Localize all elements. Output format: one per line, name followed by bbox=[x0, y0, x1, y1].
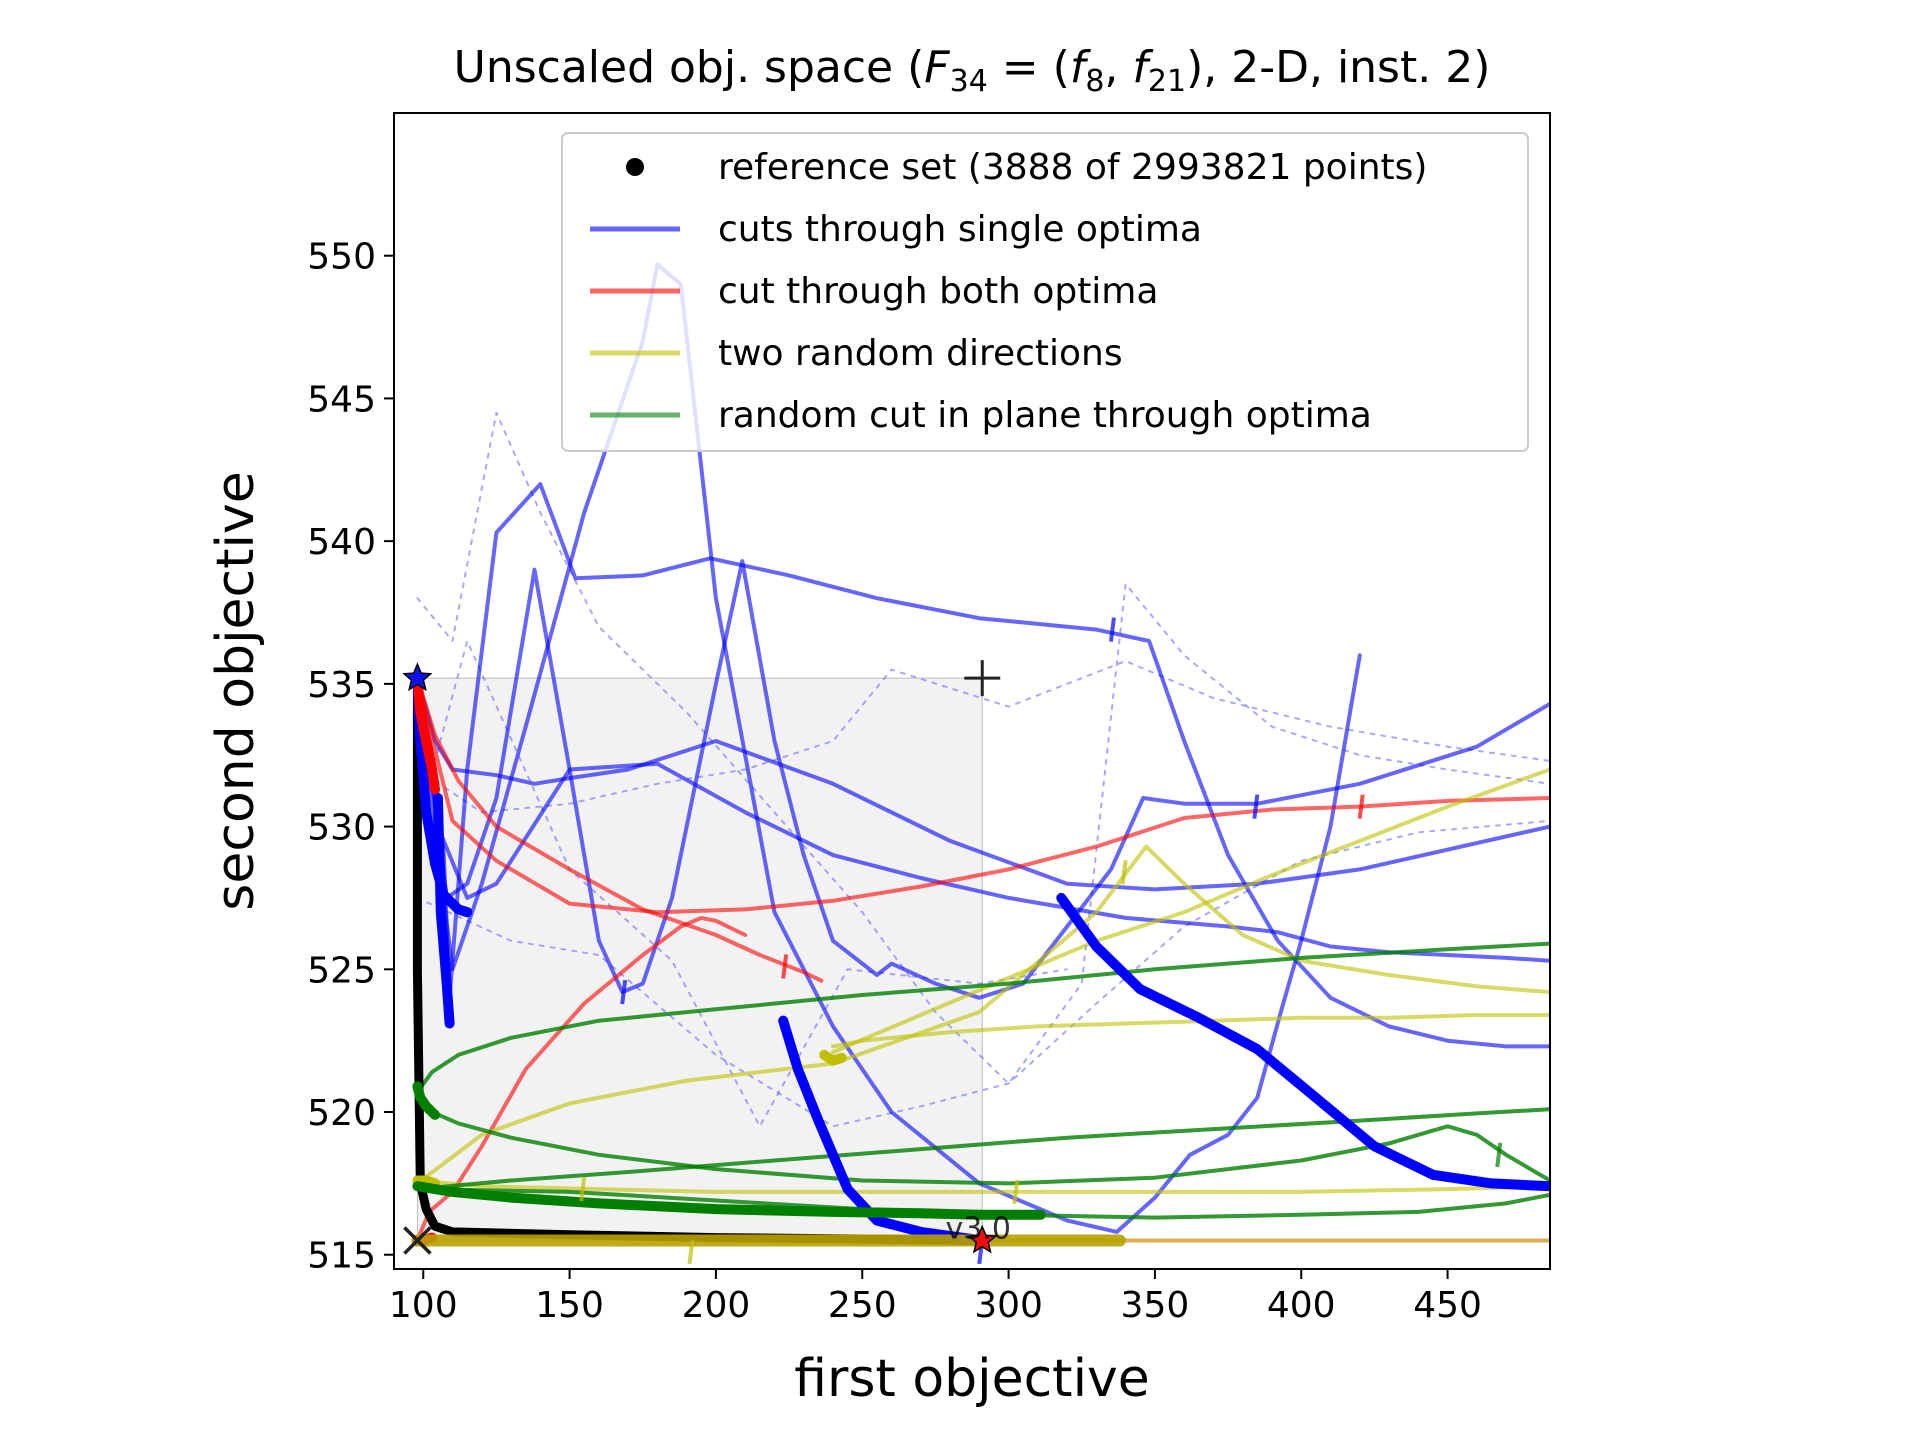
chart-title: Unscaled obj. space (F34 = (f8, f21), 2-… bbox=[454, 42, 1491, 99]
curve-tick-mark-2 bbox=[620, 979, 628, 1005]
series-line-7 bbox=[432, 793, 455, 1029]
series-line-15 bbox=[415, 676, 1550, 915]
curve-tick-mark-9 bbox=[1120, 860, 1128, 885]
series-line-19 bbox=[415, 1178, 1550, 1194]
legend-label-4: random cut in plane through optima bbox=[718, 395, 1372, 436]
y-tick-label-535: 535 bbox=[307, 665, 376, 706]
curve-tick-mark-5 bbox=[781, 954, 789, 979]
reference-point-plus bbox=[964, 660, 1001, 697]
x-tick-label-400: 400 bbox=[1267, 1285, 1336, 1326]
curve-tick-mark-7 bbox=[687, 1239, 695, 1265]
series-line-10 bbox=[416, 411, 1550, 1085]
optimum-1-star bbox=[402, 662, 433, 692]
series-line-22 bbox=[831, 767, 1550, 1055]
series-line-32 bbox=[412, 1081, 440, 1120]
y-tick-label-545: 545 bbox=[307, 379, 376, 420]
curve-tick-mark-1 bbox=[1252, 794, 1260, 819]
x-tick-label-200: 200 bbox=[682, 1285, 751, 1326]
series-line-11 bbox=[416, 660, 1550, 814]
curve-tick-mark-10 bbox=[1495, 1142, 1503, 1168]
series-line-24 bbox=[412, 1175, 440, 1189]
y-tick-label-515: 515 bbox=[307, 1236, 376, 1277]
series-line-14 bbox=[415, 676, 824, 983]
series-line-12 bbox=[416, 819, 1550, 1128]
y-tick-label-530: 530 bbox=[307, 808, 376, 849]
curve-tick-mark-8 bbox=[579, 1176, 587, 1202]
legend-label-3: two random directions bbox=[718, 333, 1123, 374]
legend-label-2: cut through both optima bbox=[718, 271, 1158, 312]
y-tick-label-540: 540 bbox=[307, 522, 376, 563]
series-line-30 bbox=[415, 1187, 1550, 1220]
series-line-31 bbox=[412, 1181, 1046, 1220]
axes-frame bbox=[393, 112, 1551, 1270]
y-tick-label-525: 525 bbox=[307, 950, 376, 991]
x-tick-label-300: 300 bbox=[974, 1285, 1043, 1326]
series-line-13 bbox=[416, 640, 1069, 1128]
x-tick-label-350: 350 bbox=[1121, 1285, 1190, 1326]
curve-tick-mark-0 bbox=[1108, 617, 1116, 642]
series-line-17 bbox=[412, 673, 440, 795]
legend: reference set (3888 of 2993821 points) cu… bbox=[561, 132, 1529, 452]
x-tick-label-250: 250 bbox=[828, 1285, 897, 1326]
series-line-3 bbox=[415, 559, 1550, 1000]
version-annotation: v3.0 bbox=[946, 1211, 1011, 1246]
series-line-16 bbox=[415, 915, 748, 1243]
series-line-23 bbox=[819, 1049, 847, 1066]
legend-label-0: reference set (3888 of 2993821 points) bbox=[718, 147, 1427, 188]
series-line-9 bbox=[1056, 892, 1550, 1192]
optimum-2-star bbox=[967, 1224, 998, 1254]
series-line-27 bbox=[415, 941, 1550, 1094]
y-tick-label-520: 520 bbox=[307, 1093, 376, 1134]
ideal-point-x bbox=[403, 1226, 432, 1255]
series-line-8 bbox=[778, 1015, 988, 1246]
curve-tick-mark-6 bbox=[1012, 1179, 1020, 1205]
legend-marker-0 bbox=[626, 158, 644, 176]
x-tick-label-150: 150 bbox=[535, 1285, 604, 1326]
y-tick-label-550: 550 bbox=[307, 237, 376, 278]
series-line-5 bbox=[415, 262, 1362, 1234]
legend-box bbox=[561, 132, 1529, 452]
y-axis-label: second objective bbox=[206, 471, 266, 910]
x-tick-label-100: 100 bbox=[389, 1285, 458, 1326]
x-axis-label: first objective bbox=[794, 1349, 1150, 1409]
legend-label-1: cuts through single optima bbox=[718, 209, 1202, 250]
x-tick-label-450: 450 bbox=[1413, 1285, 1482, 1326]
series-line-28 bbox=[415, 1090, 1550, 1186]
series-line-21 bbox=[831, 1013, 1550, 1049]
curve-tick-mark-4 bbox=[1357, 794, 1365, 819]
series-line-29 bbox=[415, 1107, 1550, 1192]
